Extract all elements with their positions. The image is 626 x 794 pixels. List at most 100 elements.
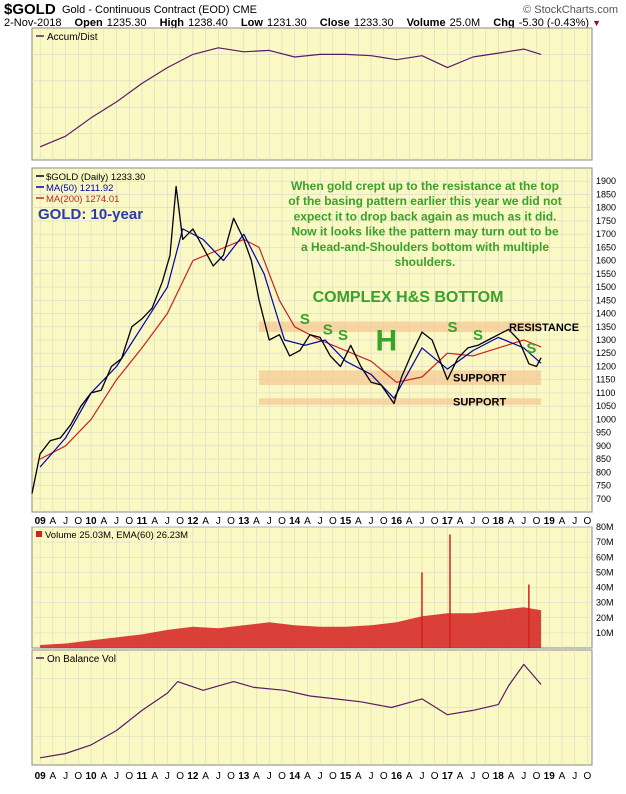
x-tick-label: 11 — [137, 771, 148, 782]
x-tick-label: A — [50, 771, 57, 782]
low-label: Low — [240, 17, 263, 29]
band-label-resistance: RESISTANCE — [509, 322, 579, 334]
x-tick-label: A — [508, 516, 515, 527]
x-tick-label: A — [151, 516, 158, 527]
x-tick-label: O — [125, 771, 133, 782]
x-tick-label: O — [227, 771, 235, 782]
y-tick-label: 950 — [596, 428, 611, 438]
x-tick-label: O — [125, 516, 133, 527]
y-tick-label: 1700 — [596, 229, 616, 239]
x-tick-label: J — [572, 771, 577, 782]
exchange-label: CME — [232, 4, 258, 16]
quote-row: 2-Nov-2018 Open 1235.30 High 1238.40 Low… — [4, 17, 601, 29]
x-tick-label: J — [521, 771, 526, 782]
x-tick-label: A — [457, 516, 464, 527]
shoulder-mark: S — [300, 311, 310, 328]
x-tick-label: J — [114, 516, 119, 527]
y-tick-label: 1900 — [596, 176, 616, 186]
close-value: 1233.30 — [353, 17, 394, 29]
volume-label: Volume — [406, 17, 446, 29]
x-tick-label: O — [278, 516, 286, 527]
y-tick-label: 700 — [596, 494, 611, 504]
shoulder-mark: S — [448, 319, 458, 336]
x-tick-label: A — [406, 516, 413, 527]
y-tick-label: 1650 — [596, 242, 616, 252]
x-tick-label: 10 — [85, 771, 97, 782]
open-value: 1235.30 — [106, 17, 147, 29]
x-tick-label: 19 — [544, 516, 556, 527]
y-tick-label: 1100 — [596, 388, 615, 398]
band-label-support: SUPPORT — [453, 373, 506, 385]
price-line — [31, 185, 542, 494]
x-tick-label: J — [63, 771, 68, 782]
chg-label: Chg — [493, 17, 515, 29]
shoulder-mark: S — [338, 327, 348, 344]
x-tick-label: 15 — [340, 771, 352, 782]
x-tick-label: 11 — [137, 516, 148, 527]
y-tick-label: 1800 — [596, 203, 616, 213]
x-tick-label: 18 — [493, 771, 505, 782]
x-tick-label: A — [559, 516, 566, 527]
chg-value: -5.30 (-0.43%) — [518, 17, 590, 29]
x-tick-label: A — [508, 771, 515, 782]
x-tick-label: J — [165, 771, 170, 782]
high-label: High — [159, 17, 185, 29]
contract-description: Gold - Continuous Contract (EOD) — [62, 4, 230, 16]
x-tick-label: J — [369, 516, 374, 527]
brand-link[interactable]: © StockCharts.com — [523, 4, 618, 16]
obv-line — [40, 663, 542, 759]
chart-title: GOLD: 10-year — [38, 206, 143, 223]
x-tick-label: J — [369, 771, 374, 782]
y-tick-label: 900 — [596, 441, 611, 451]
volume-area — [40, 607, 542, 648]
shoulder-mark: S — [526, 340, 536, 357]
x-tick-label: A — [50, 516, 57, 527]
x-tick-label: J — [216, 516, 221, 527]
x-tick-label: O — [278, 771, 286, 782]
x-tick-label: O — [482, 516, 490, 527]
x-tick-label: J — [114, 771, 119, 782]
x-tick-label: J — [521, 516, 526, 527]
x-tick-label: J — [165, 516, 170, 527]
x-tick-label: J — [470, 771, 475, 782]
y-tick-label: 70M — [596, 537, 614, 547]
y-tick-label: 1150 — [596, 375, 615, 385]
x-tick-label: J — [318, 516, 323, 527]
band-resistance-0 — [259, 321, 542, 333]
x-tick-label: J — [267, 771, 272, 782]
x-tick-label: O — [584, 771, 592, 782]
x-tick-label: 13 — [238, 771, 250, 782]
x-tick-label: A — [304, 516, 311, 527]
y-tick-label: 1450 — [596, 295, 616, 305]
head-mark: H — [375, 325, 397, 358]
x-tick-label: A — [202, 516, 209, 527]
x-tick-label: 19 — [544, 771, 556, 782]
x-tick-label: J — [267, 516, 272, 527]
x-tick-label: J — [318, 771, 323, 782]
legend-obv: On Balance Vol — [47, 654, 116, 665]
x-tick-label: O — [74, 771, 82, 782]
x-tick-label: A — [100, 516, 107, 527]
x-tick-label: J — [419, 771, 424, 782]
x-tick-label: A — [559, 771, 566, 782]
y-tick-label: 800 — [596, 467, 611, 477]
annotation-line: of the basing pattern earlier this year … — [288, 194, 561, 208]
caret-down-icon[interactable]: ▼ — [592, 18, 602, 28]
x-tick-label: J — [63, 516, 68, 527]
y-tick-label: 80M — [596, 522, 614, 532]
contract-name: Gold - Continuous Contract (EOD) CME — [62, 4, 257, 16]
shoulder-mark: S — [473, 327, 483, 344]
x-tick-label: O — [329, 516, 337, 527]
x-tick-label: O — [227, 516, 235, 527]
annotation-line: a Head-and-Shoulders bottom with multipl… — [301, 240, 549, 254]
x-tick-label: 14 — [289, 516, 301, 527]
y-tick-label: 1500 — [596, 282, 616, 292]
symbol-title: $GOLD — [4, 1, 56, 18]
y-tick-label: 1300 — [596, 335, 616, 345]
y-tick-label: 1000 — [596, 414, 616, 424]
legend-accum-dist: Accum/Dist — [47, 32, 98, 43]
x-tick-label: 10 — [85, 516, 97, 527]
annotation-line: expect it to drop back again as much as … — [294, 209, 557, 223]
x-tick-label: 14 — [289, 771, 301, 782]
